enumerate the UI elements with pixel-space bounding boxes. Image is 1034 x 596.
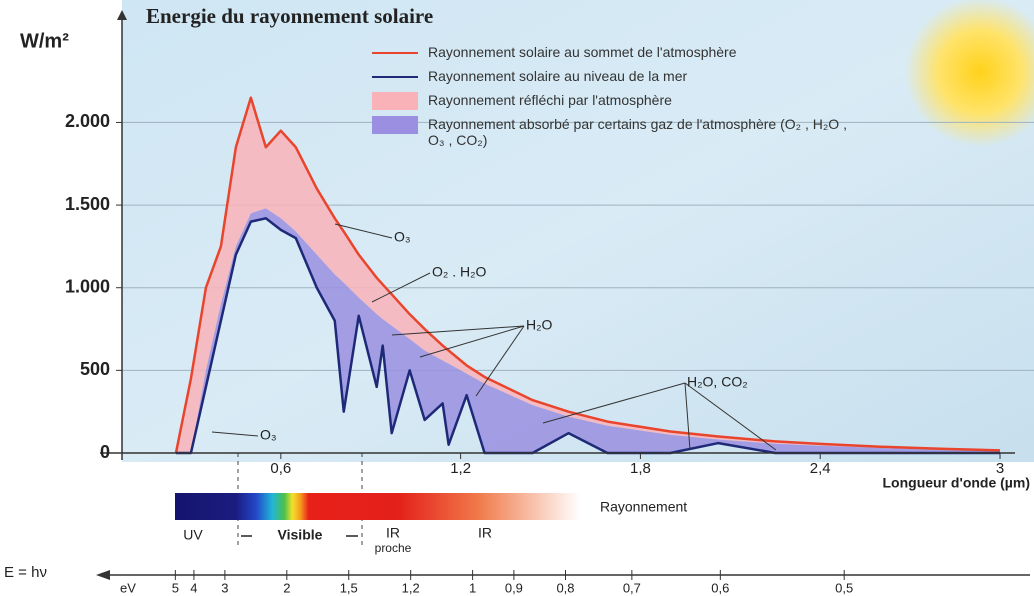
spectrum-region: proche bbox=[375, 541, 412, 555]
annotation-leader bbox=[419, 325, 525, 358]
spectrum-band bbox=[175, 493, 580, 520]
energy-tick-label: 3 bbox=[221, 580, 228, 595]
energy-tick-label: 4 bbox=[190, 580, 197, 595]
legend-item: Rayonnement réfléchi par l'atmosphère bbox=[372, 92, 972, 110]
annotation: O₂ . H₂O bbox=[432, 264, 487, 280]
energy-tick-label: 0,7 bbox=[623, 580, 641, 595]
sun bbox=[905, 0, 1034, 147]
energy-axis-arrow bbox=[96, 570, 110, 580]
x-tick-label: 1,8 bbox=[630, 460, 651, 477]
energy-axis-label: E = hν bbox=[4, 564, 47, 581]
y-tick-label: 1.500 bbox=[65, 194, 110, 214]
y-tick-label: 500 bbox=[80, 359, 110, 379]
legend-label: Rayonnement absorbé par certains gaz de … bbox=[428, 116, 847, 148]
annotation-leader bbox=[334, 223, 393, 239]
annotation: H₂O, CO₂ bbox=[687, 374, 748, 390]
spectrum-label: Rayonnement bbox=[600, 499, 687, 515]
energy-ticks: 5 4 3 2 1,5 1,2 1 0,9 0,8 0,7 0,6 0,5 bbox=[172, 570, 853, 595]
energy-tick-label: 0,9 bbox=[505, 580, 523, 595]
x-tick-label: 2,4 bbox=[810, 460, 831, 477]
energy-tick-label: 5 bbox=[172, 580, 179, 595]
y-axis-label: W/m² bbox=[20, 30, 69, 52]
x-tick-label: 0,6 bbox=[270, 460, 291, 477]
energy-tick-label: 0,5 bbox=[835, 580, 853, 595]
energy-tick-label: 1,2 bbox=[402, 580, 420, 595]
x-axis-label: Longueur d'onde (µm) bbox=[883, 475, 1031, 491]
spectrum-region: IR bbox=[386, 525, 400, 541]
legend-item: Rayonnement solaire au niveau de la mer bbox=[372, 68, 972, 86]
energy-tick-label: 0,8 bbox=[556, 580, 574, 595]
plot-background bbox=[122, 0, 1034, 462]
x-tick-label: 3 bbox=[996, 460, 1004, 477]
area bbox=[175, 208, 1001, 453]
annotation-leader bbox=[371, 272, 431, 303]
energy-tick-label: 1 bbox=[469, 580, 476, 595]
line bbox=[174, 96, 1001, 454]
lines bbox=[174, 96, 1001, 455]
spectrum-region: UV bbox=[183, 527, 203, 543]
y-tick-label: 0 bbox=[100, 442, 110, 462]
energy-tick-label: 1,5 bbox=[340, 580, 358, 595]
legend-swatch bbox=[372, 92, 418, 110]
annotation-leader bbox=[684, 382, 691, 451]
legend-item: Rayonnement absorbé par certains gaz de … bbox=[372, 116, 972, 148]
energy-unit: eV bbox=[120, 580, 136, 595]
annotation: O₃ bbox=[260, 427, 277, 443]
legend-item: Rayonnement solaire au sommet de l'atmos… bbox=[372, 44, 972, 62]
energy-tick-label: 0,6 bbox=[711, 580, 729, 595]
annotation-leader bbox=[684, 382, 777, 451]
line bbox=[175, 217, 1001, 455]
legend-label: Rayonnement solaire au niveau de la mer bbox=[428, 68, 688, 84]
area bbox=[175, 97, 1001, 453]
areas bbox=[175, 97, 1001, 453]
chart-title: Energie du rayonnement solaire bbox=[146, 4, 433, 28]
y-tick-label: 1.000 bbox=[65, 276, 110, 296]
legend-label: Rayonnement solaire au sommet de l'atmos… bbox=[428, 44, 737, 60]
legend-label: Rayonnement réfléchi par l'atmosphère bbox=[428, 92, 672, 108]
annotation: H₂O bbox=[526, 317, 553, 333]
legend-swatch bbox=[372, 68, 418, 86]
annotations: O₃ O₂ . H₂O H₂O H₂O, CO₂ O₃ bbox=[211, 223, 777, 451]
y-axis-arrow bbox=[117, 10, 127, 20]
x-tick-label: 1,2 bbox=[450, 460, 471, 477]
spectrum-region: IR bbox=[478, 525, 492, 541]
legend-swatch bbox=[372, 116, 418, 134]
energy-tick-label: 2 bbox=[283, 580, 290, 595]
annotation-leader bbox=[542, 382, 686, 424]
annotation-leader bbox=[475, 325, 525, 397]
y-tick-label: 2.000 bbox=[65, 111, 110, 131]
legend: Rayonnement solaire au sommet de l'atmos… bbox=[372, 44, 972, 154]
annotation-leader bbox=[211, 431, 259, 437]
legend-swatch bbox=[372, 44, 418, 62]
annotation: O₃ bbox=[394, 229, 411, 245]
spectrum-region: Visible bbox=[278, 527, 323, 543]
annotation-leader bbox=[391, 325, 525, 336]
